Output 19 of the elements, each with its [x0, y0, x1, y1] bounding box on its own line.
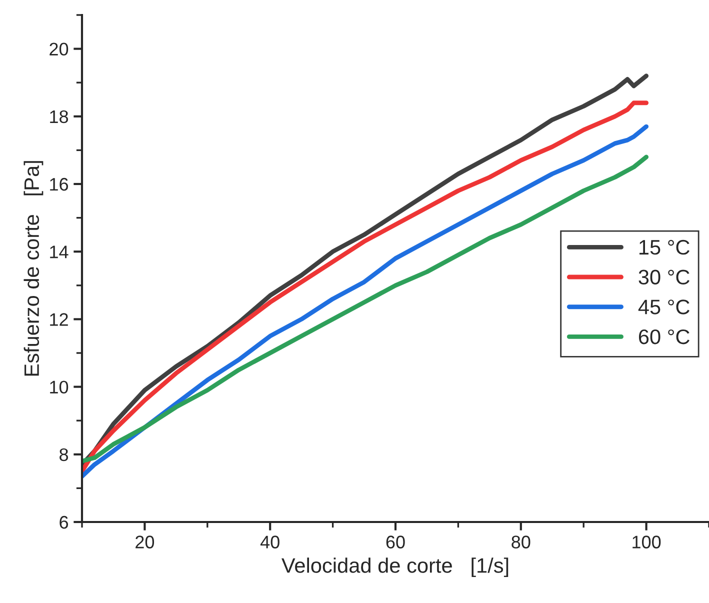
y-tick-label: 16: [50, 178, 68, 191]
legend-label: 30 °C: [638, 270, 690, 285]
y-tick-label: 18: [50, 110, 68, 124]
y-tick-label: 20: [50, 42, 68, 56]
x-tick-label: 100: [632, 536, 661, 548]
x-tick-label: 60: [386, 536, 405, 548]
x-tick-label: 80: [512, 536, 530, 548]
y-tick-label: 14: [50, 246, 68, 258]
y-tick-label: 12: [50, 313, 68, 326]
legend-label: 45 °C: [638, 300, 690, 314]
x-tick-label: 40: [260, 536, 280, 548]
y-tick-label: 6: [60, 516, 68, 529]
x-tick-label: 20: [136, 536, 154, 548]
legend-label: 60 °C: [638, 329, 690, 344]
legend-label: 15 °C: [640, 240, 690, 255]
y-axis-title: Esfuerzo de corte [Pa]: [24, 161, 44, 376]
y-tick-label: 10: [50, 380, 68, 394]
x-axis-title: Velocidad de corte [1/s]: [282, 558, 508, 577]
y-tick-label: 8: [60, 448, 68, 462]
